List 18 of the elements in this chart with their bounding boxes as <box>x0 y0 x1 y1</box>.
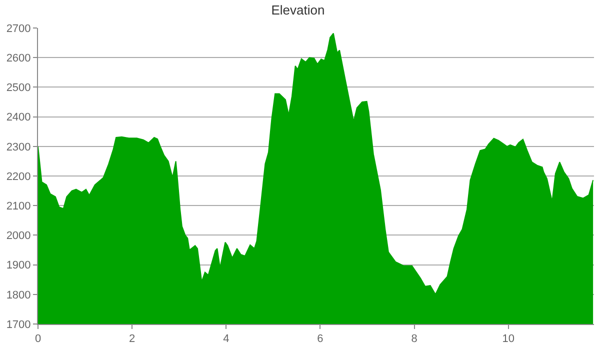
y-tick-label: 1900 <box>6 260 31 272</box>
chart-title: Elevation <box>271 2 325 18</box>
y-tick-label: 2400 <box>6 112 31 124</box>
y-tick-label: 2100 <box>6 200 31 212</box>
x-tick-label: 0 <box>34 333 42 346</box>
y-tick-label: 2300 <box>6 141 31 154</box>
x-tick-label: 8 <box>411 333 418 346</box>
y-tick-label: 2200 <box>6 170 31 183</box>
y-tick-label: 2500 <box>6 82 31 94</box>
y-tick-label: 2600 <box>6 52 31 64</box>
y-tick-label: 1800 <box>6 289 31 302</box>
x-tick-label: 10 <box>502 333 515 346</box>
y-tick-label: 2000 <box>6 230 31 242</box>
x-tick-label: 2 <box>129 333 136 346</box>
y-tick-label: 1700 <box>6 318 31 331</box>
y-tick-label: 2700 <box>6 22 31 35</box>
x-tick-label: 6 <box>317 333 324 346</box>
x-tick-label: 4 <box>223 333 230 346</box>
